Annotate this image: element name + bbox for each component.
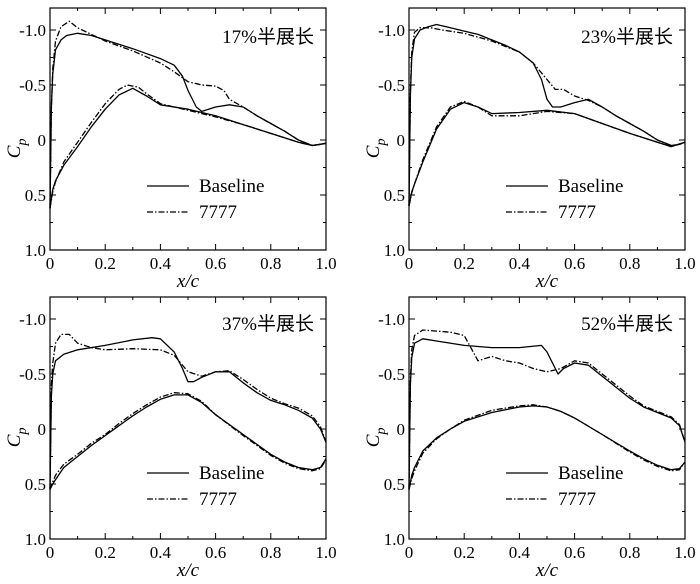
x-tick-label: 0.4	[150, 254, 172, 273]
x-tick-label: 1.0	[674, 543, 695, 562]
y-axis-title-sub: p	[374, 428, 389, 436]
y-axis-title: Cp	[363, 139, 389, 159]
x-tick-label: 0	[405, 543, 414, 562]
y-tick-label: -0.5	[378, 76, 405, 95]
x-tick-label: 0.4	[509, 543, 531, 562]
series-baseline-upper-line	[408, 338, 686, 490]
y-tick-label: -1.0	[378, 310, 405, 329]
y-tick-label: 0.5	[25, 186, 46, 205]
chart-panel-2: 0 0.2 0.4 0.6 0.8 1.0 -1.0 -0.5 0 0.5 1.0 x/c Cp 23%半…	[363, 7, 696, 292]
legend-label: 7777	[558, 202, 596, 223]
x-axis-title: x/c	[176, 560, 200, 579]
x-tick-label: 0.2	[454, 543, 475, 562]
x-tick-label: 0.2	[454, 254, 475, 273]
legend-label: Baseline	[558, 463, 623, 484]
x-tick-label: 0.6	[564, 254, 585, 273]
y-tick-label: 0.5	[25, 475, 46, 494]
x-tick-label: 0	[46, 254, 55, 273]
x-axis-title: x/c	[176, 271, 200, 292]
y-tick-label: 1.0	[384, 530, 405, 549]
y-axis-title-main: C	[363, 434, 384, 447]
series-baseline-lower-line	[49, 87, 327, 209]
x-axis-title: x/c	[535, 271, 559, 292]
series-baseline-upper-line	[49, 337, 327, 490]
x-tick-label: 0.4	[509, 254, 531, 273]
y-tick-label: -0.5	[378, 365, 405, 384]
series-design-upper-line	[408, 329, 686, 490]
y-tick-label: 0	[397, 131, 406, 150]
chart-panel-3: 0 0.2 0.4 0.6 0.8 1.0 -1.0 -0.5 0 0.5 1.0 x/c Cp 37%半…	[4, 296, 337, 581]
legend-label: Baseline	[199, 176, 264, 197]
y-tick-label: 0	[38, 420, 47, 439]
x-tick-label: 0.2	[95, 254, 116, 273]
series-design-lower-line	[408, 404, 686, 490]
y-axis-title-main: C	[4, 434, 25, 447]
y-axis-title: Cp	[4, 428, 30, 448]
x-tick-label: 0.8	[619, 543, 640, 562]
x-tick-label: 1.0	[315, 254, 336, 273]
y-tick-label: 0	[397, 420, 406, 439]
y-tick-label: 1.0	[384, 241, 405, 260]
y-axis-title: Cp	[4, 139, 30, 159]
panel-title: 23%半展长	[581, 26, 673, 48]
panel-title: 17%半展长	[222, 26, 314, 48]
series-baseline-lower-line	[49, 394, 327, 490]
x-tick-label: 0	[405, 254, 414, 273]
series-design-lower-line	[49, 392, 327, 490]
legend-label: 7777	[199, 489, 237, 510]
series-baseline-lower-line	[408, 101, 686, 207]
y-tick-label: 0	[38, 131, 47, 150]
x-tick-label: 0.6	[564, 543, 585, 562]
y-tick-label: -1.0	[378, 21, 405, 40]
x-tick-label: 0.6	[205, 543, 226, 562]
y-tick-label: 1.0	[25, 530, 46, 549]
y-axis-title-main: C	[4, 145, 25, 158]
legend-label: 7777	[558, 489, 596, 510]
series-design-upper-line	[408, 27, 686, 207]
x-tick-label: 1.0	[674, 254, 695, 273]
legend-label: 7777	[199, 202, 237, 223]
x-tick-label: 0.4	[150, 543, 172, 562]
legend-label: Baseline	[558, 176, 623, 197]
y-tick-label: 0.5	[384, 186, 405, 205]
y-tick-label: -0.5	[19, 365, 46, 384]
x-tick-label: 0	[46, 543, 55, 562]
y-axis-title-sub: p	[374, 139, 389, 147]
series-baseline-lower-line	[408, 405, 686, 490]
y-tick-label: -1.0	[19, 310, 46, 329]
panel-title: 52%半展长	[581, 313, 673, 335]
y-tick-label: -0.5	[19, 76, 46, 95]
x-tick-label: 0.8	[260, 543, 281, 562]
x-tick-label: 0.8	[260, 254, 281, 273]
x-tick-label: 0.6	[205, 254, 226, 273]
series-design-upper-line	[49, 333, 327, 490]
x-axis-title: x/c	[535, 560, 559, 579]
panel-title: 37%半展长	[222, 313, 314, 335]
chart-panel-1: 0 0.2 0.4 0.6 0.8 1.0 -1.0 -0.5 0 0.5 1.0 x/c Cp 17%半…	[4, 7, 337, 292]
y-axis-title-sub: p	[15, 139, 30, 147]
y-axis-title: Cp	[363, 428, 389, 448]
series-design-upper-line	[49, 20, 327, 209]
x-tick-label: 0.8	[619, 254, 640, 273]
series-baseline-upper-line	[49, 32, 327, 209]
y-tick-label: 1.0	[25, 241, 46, 260]
series-baseline-upper-line	[408, 23, 686, 207]
series-design-lower-line	[408, 100, 686, 207]
y-axis-title-sub: p	[15, 428, 30, 436]
y-axis-title-main: C	[363, 145, 384, 158]
y-tick-label: -1.0	[19, 21, 46, 40]
x-tick-label: 0.2	[95, 543, 116, 562]
x-tick-label: 1.0	[315, 543, 336, 562]
legend-label: Baseline	[199, 463, 264, 484]
series-design-lower-line	[49, 84, 327, 209]
chart-panel-4: 0 0.2 0.4 0.6 0.8 1.0 -1.0 -0.5 0 0.5 1.0 x/c Cp 52%半…	[363, 296, 696, 581]
y-tick-label: 0.5	[384, 475, 405, 494]
